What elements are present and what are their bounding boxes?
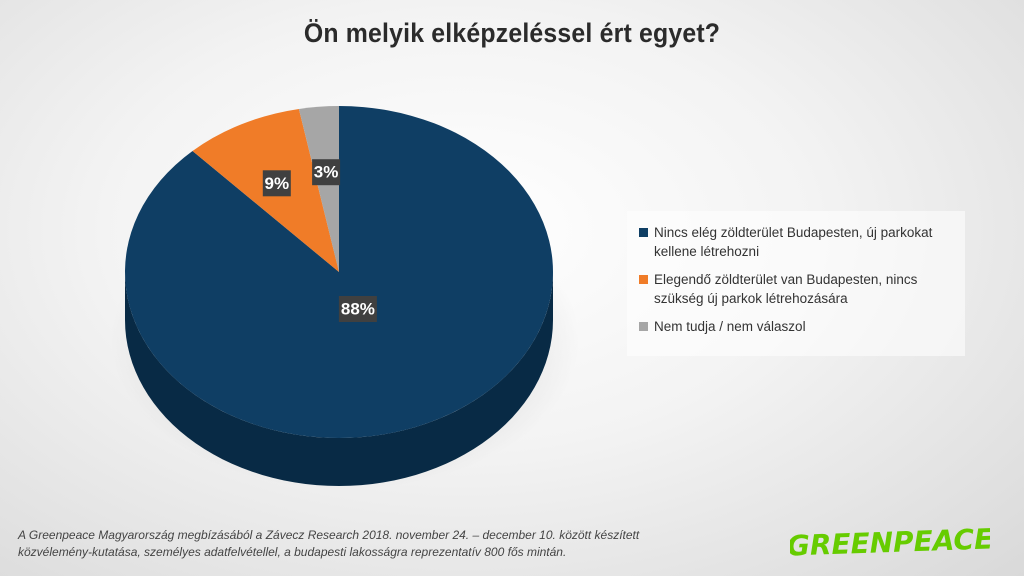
footnote: A Greenpeace Magyarország megbízásából a… (18, 527, 718, 561)
legend-label: Nem tudja / nem válaszol (654, 319, 806, 334)
chart-title: Ön melyik elképzeléssel ért egyet? (303, 18, 721, 48)
pie-slice (298, 106, 339, 272)
legend: Nincs elég zöldterület Budapesten, új pa… (627, 211, 965, 356)
legend-label: Elegendő zöldterület van Budapesten, nin… (654, 272, 918, 306)
footnote-line: közvélemény-kutatása, személyes adatfelv… (18, 545, 567, 559)
pie-labels: 88% 9% 3% (262, 159, 377, 322)
greenpeace-logo: GREENPEACE (790, 522, 990, 562)
data-label-box (312, 159, 341, 186)
data-label: 9% (262, 170, 291, 197)
data-label-text: 88% (341, 300, 375, 319)
legend-swatch (639, 228, 648, 237)
data-label-box (262, 170, 291, 197)
legend-item: Nem tudja / nem válaszol (639, 317, 955, 336)
footnote-line: A Greenpeace Magyarország megbízásából a… (18, 528, 640, 542)
pie-sides (125, 272, 553, 486)
data-label: 3% (312, 159, 341, 186)
pie-slice-side (125, 272, 553, 486)
data-label-text: 9% (265, 174, 290, 193)
pie-slice (125, 106, 554, 439)
logo-text: GREENPEACE (790, 522, 990, 562)
pie-tops (125, 106, 554, 439)
legend-item: Elegendő zöldterület van Budapesten, nin… (639, 270, 955, 308)
legend-swatch (639, 322, 648, 331)
data-label: 88% (338, 296, 377, 322)
legend-label: Nincs elég zöldterület Budapesten, új pa… (654, 225, 933, 259)
data-label-text: 3% (314, 163, 339, 182)
legend-swatch (639, 275, 648, 284)
data-label-box (338, 296, 377, 322)
legend-item: Nincs elég zöldterület Budapesten, új pa… (639, 223, 955, 261)
